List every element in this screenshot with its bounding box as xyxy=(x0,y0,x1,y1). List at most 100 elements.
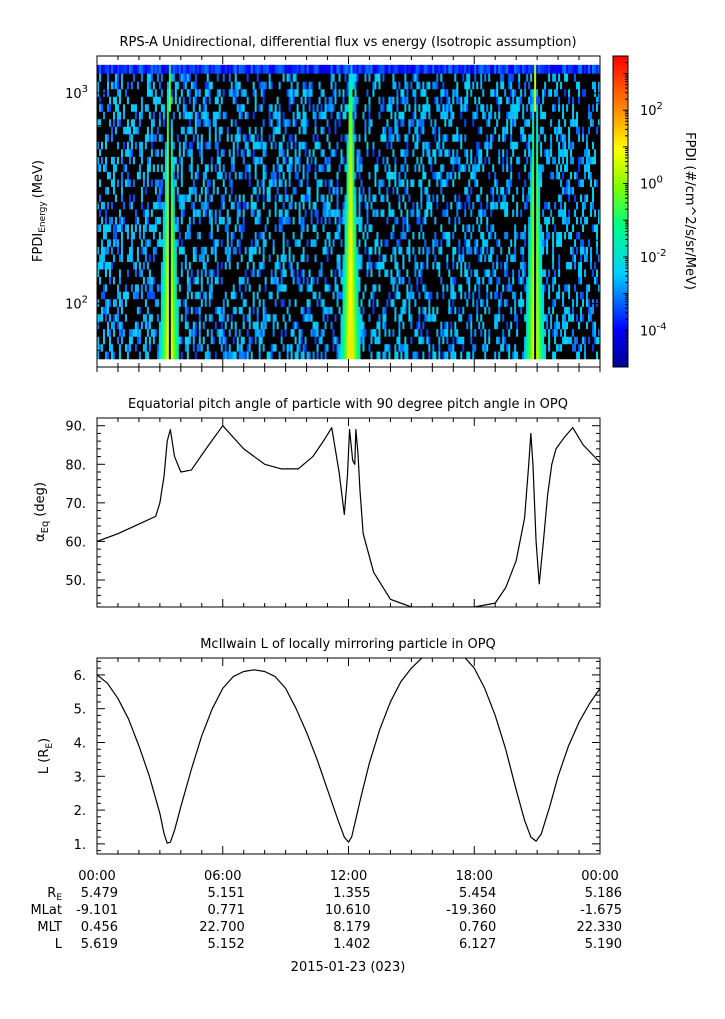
heatmap-cell xyxy=(346,246,349,255)
heatmap-cell xyxy=(188,88,192,97)
heatmap-cell xyxy=(306,343,309,352)
heatmap-cell xyxy=(276,96,280,105)
heatmap-cell xyxy=(312,298,315,307)
heatmap-cell xyxy=(324,238,327,247)
heatmap-cell xyxy=(130,141,134,150)
heatmap-cell xyxy=(198,126,202,135)
heatmap-cell xyxy=(102,171,106,180)
heatmap-cell xyxy=(308,118,311,127)
heatmap-cell xyxy=(142,179,146,187)
heatmap-cell xyxy=(338,328,341,337)
heatmap-cell xyxy=(212,246,216,255)
heatmap-cell xyxy=(198,291,202,300)
heatmap-cell xyxy=(272,209,276,217)
heatmap-cell xyxy=(254,343,258,352)
heatmap-cell xyxy=(202,313,206,322)
heatmap-cell xyxy=(296,216,299,225)
heatmap-cell xyxy=(190,261,194,270)
heatmap-cell xyxy=(296,321,299,330)
heatmap-cell xyxy=(198,269,202,277)
heatmap-cell xyxy=(324,111,327,120)
heatmap-cell xyxy=(190,118,194,127)
heatmap-cell xyxy=(338,238,341,247)
heatmap-cell xyxy=(294,209,298,217)
heatmap-cell xyxy=(300,321,303,330)
heatmap-cell xyxy=(250,133,254,142)
heatmap-cell xyxy=(340,224,343,232)
heatmap-cell xyxy=(340,351,343,360)
heatmap-cell xyxy=(242,321,246,330)
heatmap-cell xyxy=(146,336,150,345)
heatmap-cell xyxy=(154,276,158,285)
heatmap-cell xyxy=(116,336,120,345)
heatmap-cell xyxy=(182,321,186,330)
heatmap-cell xyxy=(97,148,100,157)
heatmap-cell xyxy=(268,126,272,135)
heatmap-cell xyxy=(160,148,164,157)
heatmap-cell xyxy=(300,81,303,90)
heatmap-cell xyxy=(116,306,120,315)
heatmap-cell xyxy=(118,118,122,127)
heatmap-cell xyxy=(97,284,100,292)
heatmap-cell xyxy=(202,156,206,165)
heatmap-cell xyxy=(132,111,136,120)
heatmap-cell xyxy=(264,321,268,330)
heatmap-cell xyxy=(330,194,333,202)
heatmap-cell xyxy=(200,351,204,360)
heatmap-cell xyxy=(198,179,202,187)
heatmap-cell xyxy=(182,96,186,105)
heatmap-cell xyxy=(184,351,188,360)
heatmap-cell xyxy=(232,246,236,255)
heatmap-cell xyxy=(210,126,214,135)
heatmap-cell xyxy=(196,321,200,330)
heatmap-cell xyxy=(222,126,226,135)
heatmap-cell xyxy=(298,186,301,195)
heatmap-cell xyxy=(122,336,126,345)
heatmap-cell xyxy=(202,291,206,300)
heatmap-cell xyxy=(114,209,118,217)
heatmap-cell xyxy=(206,179,210,187)
heatmap-cell xyxy=(156,96,160,105)
heatmap-cell xyxy=(202,336,206,345)
heatmap-cell xyxy=(132,351,136,360)
heatmap-cell xyxy=(214,141,218,150)
heatmap-cell xyxy=(208,313,212,322)
heatmap-cell xyxy=(186,269,190,277)
heatmap-cell xyxy=(204,103,208,112)
heatmap-cell xyxy=(140,298,144,307)
heatmap-cell xyxy=(250,73,254,82)
heatmap-cell xyxy=(188,224,192,232)
heatmap-cell xyxy=(300,328,303,337)
heatmap-cell xyxy=(294,313,298,322)
heatmap-cell xyxy=(274,156,278,165)
heatmap-cell xyxy=(184,306,188,315)
heatmap-cell xyxy=(184,186,188,195)
heatmap-cell xyxy=(230,321,234,330)
heatmap-cell xyxy=(288,298,292,307)
heatmap-cell xyxy=(286,306,290,315)
heatmap-cell xyxy=(212,201,216,210)
heatmap-cell xyxy=(148,148,152,157)
heatmap-cell xyxy=(224,216,228,225)
heatmap-cell xyxy=(230,298,234,307)
heatmap-cell xyxy=(158,141,162,150)
heatmap-cell xyxy=(132,148,136,157)
heatmap-cell xyxy=(294,81,298,90)
heatmap-cell xyxy=(206,73,210,82)
heatmap-cell xyxy=(272,186,276,195)
heatmap-cell xyxy=(228,343,232,352)
heatmap-cell xyxy=(208,186,212,195)
heatmap-cell xyxy=(162,216,166,225)
heatmap-cell xyxy=(306,216,309,225)
heatmap-cell xyxy=(284,336,288,345)
heatmap-cell xyxy=(124,163,128,172)
heatmap-cell xyxy=(264,194,268,202)
heatmap-cell xyxy=(202,284,206,292)
heatmap-cell xyxy=(236,216,240,225)
heatmap-cell xyxy=(250,343,254,352)
heatmap-cell xyxy=(338,298,341,307)
heatmap-cell xyxy=(288,261,292,270)
heatmap-cell xyxy=(332,73,335,82)
heatmap-cell xyxy=(290,261,294,270)
heatmap-cell xyxy=(206,201,210,210)
